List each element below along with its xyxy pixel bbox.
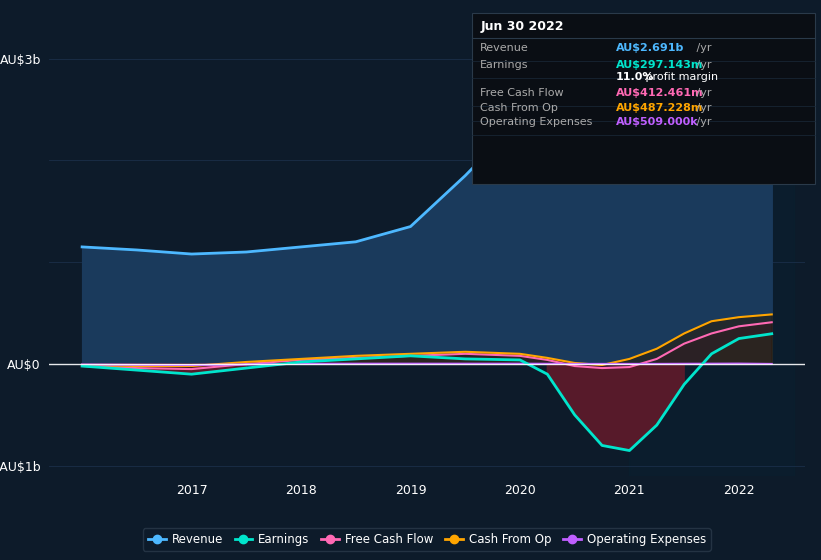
Text: profit margin: profit margin: [642, 72, 718, 82]
Text: /yr: /yr: [693, 117, 712, 127]
Text: Free Cash Flow: Free Cash Flow: [480, 88, 564, 98]
Text: /yr: /yr: [693, 103, 712, 113]
Text: /yr: /yr: [693, 88, 712, 98]
Text: 11.0%: 11.0%: [616, 72, 654, 82]
Text: AU$2.691b: AU$2.691b: [616, 43, 684, 53]
Bar: [630, 28, 794, 476]
Text: /yr: /yr: [693, 60, 712, 70]
Text: AU$487.228m: AU$487.228m: [616, 103, 703, 113]
Text: AU$297.143m: AU$297.143m: [616, 60, 703, 70]
Legend: Revenue, Earnings, Free Cash Flow, Cash From Op, Operating Expenses: Revenue, Earnings, Free Cash Flow, Cash …: [143, 528, 711, 550]
Text: AU$412.461m: AU$412.461m: [616, 88, 704, 98]
Text: Earnings: Earnings: [480, 60, 529, 70]
Text: Revenue: Revenue: [480, 43, 529, 53]
Text: Operating Expenses: Operating Expenses: [480, 117, 593, 127]
Text: /yr: /yr: [693, 43, 712, 53]
Text: Cash From Op: Cash From Op: [480, 103, 558, 113]
Text: Jun 30 2022: Jun 30 2022: [480, 20, 564, 32]
Text: AU$509.000k: AU$509.000k: [616, 117, 699, 127]
